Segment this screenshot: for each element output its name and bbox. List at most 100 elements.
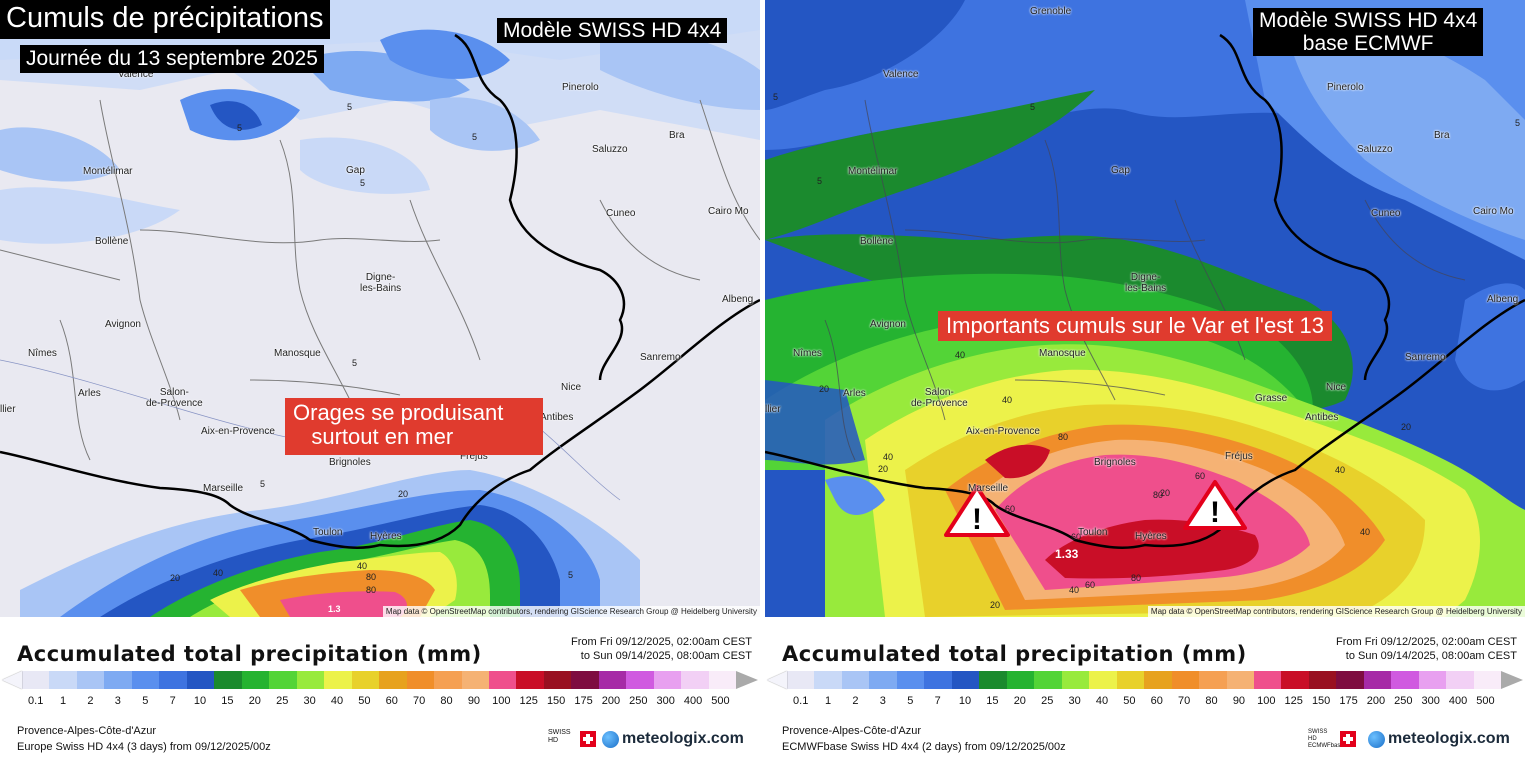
city-label: Arles	[843, 388, 866, 399]
legend-tick: 0.1	[28, 695, 44, 707]
legend-swatch	[708, 671, 737, 689]
model-run-label: Europe Swiss HD 4x4 (3 days) from 09/12/…	[17, 741, 271, 753]
contour-label: 40	[1069, 585, 1079, 595]
city-label: Montélimar	[848, 166, 898, 177]
legend-tick: 20	[248, 695, 261, 707]
legend-swatch	[1473, 671, 1502, 689]
range-to: to Sun 09/14/2025, 08:00am CEST	[1345, 650, 1517, 662]
contour-label: 5	[817, 176, 822, 186]
legend-tick: 300	[1421, 695, 1440, 707]
legend-tick: 10	[193, 695, 207, 707]
contour-label: 60	[1005, 504, 1015, 514]
model-label-line2: base ECMWF	[1302, 32, 1434, 55]
legend-swatch	[1144, 671, 1172, 689]
contour-label: 40	[1360, 527, 1370, 537]
legend-tick: 3	[114, 695, 121, 707]
legend-swatch	[104, 671, 132, 689]
legend-swatch	[1253, 671, 1282, 689]
legend-tick: 150	[546, 695, 566, 707]
legend-swatch	[924, 671, 952, 689]
legend-swatch	[159, 671, 187, 689]
contour-label: 40	[1335, 465, 1345, 475]
swiss-logo-text: SWISS HD	[548, 729, 571, 744]
city-label: Nice	[561, 382, 582, 393]
legend-swatch	[488, 671, 517, 689]
legend-swatch	[186, 671, 215, 689]
city-label: Aix-en-Provence	[201, 426, 275, 437]
city-label: Toulon	[313, 527, 343, 538]
city-label: Bollène	[95, 236, 129, 247]
legend-tick: 25	[276, 695, 289, 707]
legend-swatch	[1226, 671, 1254, 689]
meteologix-logo[interactable]: meteologix.com	[1368, 730, 1510, 748]
legend-swatch	[351, 671, 380, 689]
legend-tick: 150	[1311, 695, 1331, 707]
legend-tick: 70	[413, 695, 426, 707]
scale-arrow-right-icon	[736, 671, 758, 689]
map-attribution: Map data © OpenStreetMap contributors, r…	[1147, 606, 1525, 617]
legend-tick: 7	[934, 695, 941, 707]
legend-tick: 70	[1178, 695, 1191, 707]
legend-swatch	[461, 671, 489, 689]
city-label: Brignoles	[1094, 457, 1136, 468]
legend-swatch	[241, 671, 270, 689]
legend-tick: 3	[879, 695, 886, 707]
legend-swatch	[516, 671, 544, 689]
legend-tick: 20	[1013, 695, 1026, 707]
city-label: Cairo Mo	[708, 206, 749, 217]
contour-label: 5	[347, 102, 352, 112]
scale-arrow-left-icon	[767, 671, 787, 689]
legend-swatch	[49, 671, 77, 689]
city-label: Fréjus	[1225, 451, 1253, 462]
legend-tick: 100	[1257, 695, 1276, 707]
legend-tick: 0.1	[793, 695, 809, 707]
legend-swatch	[1171, 671, 1200, 689]
legend-tick: 250	[1394, 695, 1413, 707]
legend-swatch	[1061, 671, 1090, 689]
legend-tick: 5	[142, 695, 149, 707]
city-label: Manosque	[1039, 348, 1086, 359]
city-label: Grasse	[1255, 393, 1288, 404]
map-graphic-right: ! ! 5 5 5 5 40 40 20 20 80 80 60 60 40 4…	[765, 0, 1525, 617]
map-date: Journée du 13 septembre 2025	[20, 45, 324, 73]
legend-swatch	[1418, 671, 1447, 689]
legend-tick: 90	[1232, 695, 1246, 707]
city-label: Nice	[1326, 382, 1347, 393]
legend-swatch	[979, 671, 1007, 689]
contour-label: 60	[1071, 532, 1081, 542]
legend-tick: 90	[467, 695, 481, 707]
city-label: Cuneo	[1371, 208, 1401, 219]
contour-label: 20	[819, 384, 829, 394]
legend-tick: 25	[1041, 695, 1054, 707]
contour-label: 20	[170, 573, 180, 583]
legend-swatch	[1034, 671, 1062, 689]
legend-swatch	[1363, 671, 1392, 689]
legend-time-range: From Fri 09/12/2025, 02:00am CEST to Sun…	[1336, 635, 1517, 663]
contour-label: 40	[357, 561, 367, 571]
legend-tick: 400	[1448, 695, 1468, 707]
model-label: Modèle SWISS HD 4x4	[497, 18, 728, 43]
legend-tick: 1	[825, 695, 832, 707]
legend-swatch	[896, 671, 925, 689]
warning-icon: !	[1183, 480, 1247, 530]
map-panel-left: 5 5 5 5 5 5 20 20 40 40 80 80 5 1.3 Vale…	[0, 0, 760, 760]
legend-swatch	[841, 671, 870, 689]
city-label: Hyères	[370, 531, 402, 542]
legend-tick: 80	[440, 695, 453, 707]
city-label: Nîmes	[28, 348, 57, 359]
legend-right: Accumulated total precipitation (mm) Fro…	[765, 617, 1525, 760]
precipitation-map-right: ! ! 5 5 5 5 40 40 20 20 80 80 60 60 40 4…	[765, 0, 1525, 617]
model-run-label: ECMWFbase Swiss HD 4x4 (2 days) from 09/…	[782, 741, 1066, 753]
legend-tick: 10	[958, 695, 972, 707]
city-label: Toulon	[1078, 527, 1108, 538]
legend-swatch	[1116, 671, 1145, 689]
legend-swatch	[379, 671, 407, 689]
legend-swatch	[869, 671, 897, 689]
legend-tick: 2	[852, 695, 859, 707]
contour-label: 5	[568, 570, 573, 580]
city-label: Antibes	[540, 412, 574, 423]
meteologix-logo[interactable]: meteologix.com	[602, 730, 744, 748]
map-attribution: Map data © OpenStreetMap contributors, r…	[382, 606, 760, 617]
legend-swatch	[951, 671, 980, 689]
city-label: llier	[0, 404, 16, 415]
